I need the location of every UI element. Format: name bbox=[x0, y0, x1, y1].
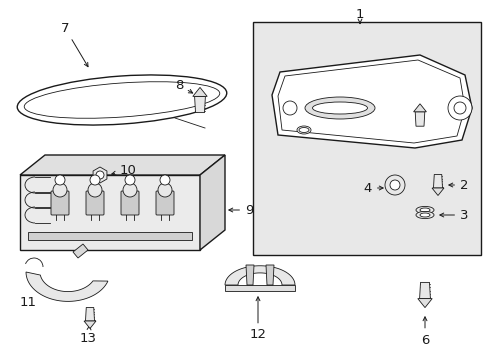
Ellipse shape bbox=[17, 75, 226, 125]
FancyBboxPatch shape bbox=[51, 191, 69, 215]
Text: 6: 6 bbox=[420, 317, 428, 346]
Text: 2: 2 bbox=[448, 179, 468, 192]
Polygon shape bbox=[413, 104, 426, 112]
Polygon shape bbox=[265, 265, 273, 285]
Polygon shape bbox=[278, 60, 464, 143]
Circle shape bbox=[96, 171, 104, 179]
Circle shape bbox=[447, 96, 471, 120]
Polygon shape bbox=[20, 175, 200, 250]
Polygon shape bbox=[26, 272, 108, 301]
Polygon shape bbox=[192, 87, 207, 96]
Circle shape bbox=[384, 175, 404, 195]
Ellipse shape bbox=[312, 102, 367, 114]
Polygon shape bbox=[271, 55, 471, 148]
FancyBboxPatch shape bbox=[86, 191, 104, 215]
Circle shape bbox=[88, 183, 102, 197]
Circle shape bbox=[453, 102, 465, 114]
Polygon shape bbox=[194, 96, 205, 113]
Ellipse shape bbox=[415, 211, 433, 219]
Text: 4: 4 bbox=[363, 181, 383, 194]
Polygon shape bbox=[417, 298, 431, 307]
Text: 3: 3 bbox=[439, 208, 468, 221]
Ellipse shape bbox=[24, 82, 219, 118]
Polygon shape bbox=[245, 265, 253, 285]
Circle shape bbox=[125, 175, 135, 185]
Text: 8: 8 bbox=[174, 78, 192, 93]
Text: 11: 11 bbox=[20, 287, 47, 310]
Polygon shape bbox=[85, 307, 94, 321]
Text: 9: 9 bbox=[228, 203, 253, 216]
Ellipse shape bbox=[305, 97, 374, 119]
Polygon shape bbox=[73, 244, 88, 258]
Polygon shape bbox=[200, 155, 224, 250]
Text: 5: 5 bbox=[420, 95, 433, 108]
Ellipse shape bbox=[298, 127, 308, 132]
Text: 12: 12 bbox=[249, 297, 266, 342]
Text: 7: 7 bbox=[61, 22, 88, 67]
Circle shape bbox=[283, 101, 296, 115]
Circle shape bbox=[389, 180, 399, 190]
Polygon shape bbox=[419, 282, 429, 298]
Polygon shape bbox=[414, 112, 424, 126]
Ellipse shape bbox=[296, 126, 310, 134]
Polygon shape bbox=[84, 321, 96, 328]
Polygon shape bbox=[93, 167, 107, 183]
Polygon shape bbox=[431, 188, 443, 195]
Circle shape bbox=[158, 183, 172, 197]
FancyBboxPatch shape bbox=[156, 191, 174, 215]
Polygon shape bbox=[224, 285, 294, 291]
Circle shape bbox=[160, 175, 170, 185]
FancyBboxPatch shape bbox=[121, 191, 139, 215]
Circle shape bbox=[53, 183, 67, 197]
Ellipse shape bbox=[415, 206, 433, 213]
Text: 13: 13 bbox=[80, 326, 96, 345]
Polygon shape bbox=[20, 155, 224, 175]
Circle shape bbox=[123, 183, 137, 197]
Polygon shape bbox=[224, 266, 294, 285]
Text: 1: 1 bbox=[355, 8, 364, 23]
Ellipse shape bbox=[419, 208, 429, 212]
Text: 10: 10 bbox=[112, 163, 137, 176]
Ellipse shape bbox=[419, 213, 429, 217]
FancyBboxPatch shape bbox=[252, 22, 480, 255]
Circle shape bbox=[55, 175, 65, 185]
Polygon shape bbox=[28, 232, 192, 240]
Circle shape bbox=[90, 175, 100, 185]
Polygon shape bbox=[433, 175, 442, 188]
